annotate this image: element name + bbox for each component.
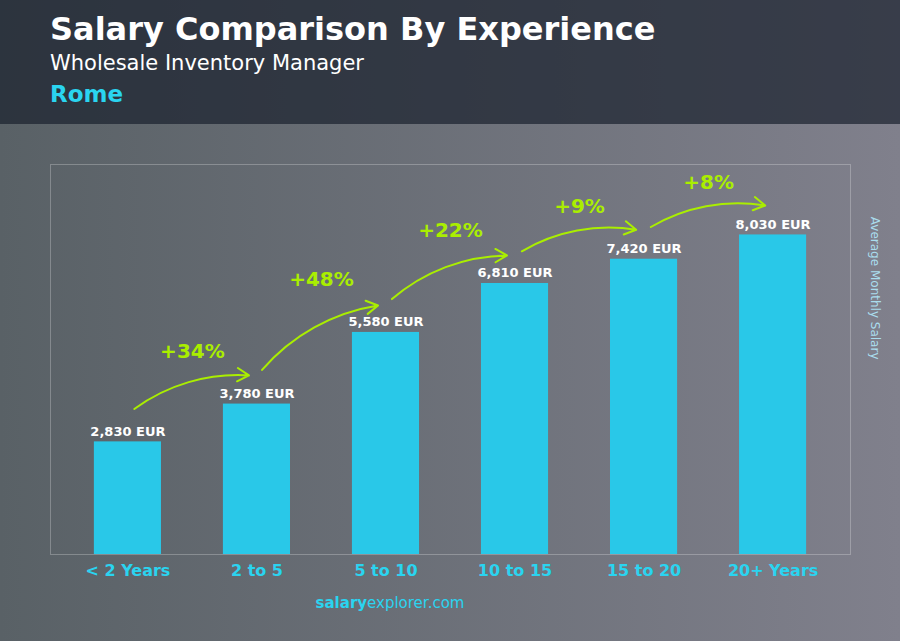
html-text:Salary Comparison By Experienc: Salary Comparison By Experience	[50, 10, 656, 48]
svg-text:8,030 EUR: 8,030 EUR	[736, 217, 811, 232]
svg-text:2 to 5: 2 to 5	[231, 561, 283, 580]
svg-text:3,780 EUR: 3,780 EUR	[219, 386, 294, 401]
svg-text:+9%: +9%	[554, 194, 605, 218]
html-text:Wholesale Inventory Manager: Wholesale Inventory Manager	[50, 51, 364, 75]
svg-text:5,580 EUR: 5,580 EUR	[348, 314, 423, 329]
svg-text:6,810 EUR: 6,810 EUR	[477, 265, 552, 280]
svg-text:< 2 Years: < 2 Years	[85, 561, 170, 580]
svg-text:+8%: +8%	[683, 170, 734, 194]
html-text:Rome: Rome	[50, 81, 124, 107]
html-text:salary explorer.com: salary explorer.com	[315, 594, 465, 612]
svg-text:15 to 20: 15 to 20	[607, 561, 681, 580]
svg-text:2,830 EUR: 2,830 EUR	[90, 424, 165, 439]
svg-text:7,420 EUR: 7,420 EUR	[607, 241, 682, 256]
svg-text:+34%: +34%	[160, 339, 225, 363]
svg-text:10 to 15: 10 to 15	[478, 561, 552, 580]
svg-text:20+ Years: 20+ Years	[728, 561, 818, 580]
svg-text:+48%: +48%	[289, 267, 354, 291]
svg-text:Average Monthly Salary: Average Monthly Salary	[868, 217, 882, 360]
svg-text:+22%: +22%	[418, 218, 483, 242]
svg-text:5 to 10: 5 to 10	[354, 561, 417, 580]
